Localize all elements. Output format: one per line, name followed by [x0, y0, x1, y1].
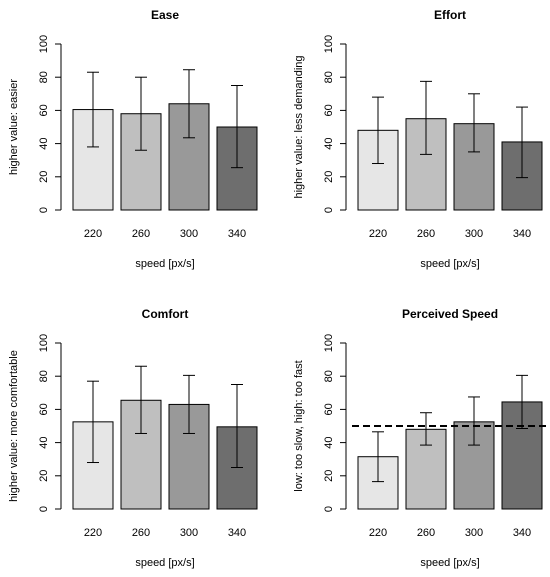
y-axis-label: low: too slow, high: too fast: [293, 360, 305, 491]
panel-title: Effort: [434, 8, 466, 22]
x-tick-label: 220: [369, 228, 387, 240]
x-tick-label: 220: [84, 228, 102, 240]
x-tick-label: 340: [228, 228, 246, 240]
panel-title: Ease: [151, 8, 179, 22]
x-tick-label: 300: [465, 527, 483, 539]
x-tick-label: 300: [180, 228, 198, 240]
y-tick-label: 80: [323, 71, 335, 83]
y-tick-label: 100: [38, 334, 50, 352]
x-tick-label: 340: [228, 527, 246, 539]
y-axis-label: higher value: more comfortable: [8, 350, 20, 502]
y-tick-label: 60: [38, 403, 50, 415]
x-tick-label: 260: [417, 228, 435, 240]
x-tick-label: 340: [513, 228, 531, 240]
y-tick-label: 80: [323, 370, 335, 382]
y-tick-label: 100: [323, 334, 335, 352]
y-tick-label: 20: [38, 171, 50, 183]
panel-perceived-speed: Perceived Speed speed [px/s] low: too sl…: [293, 307, 550, 569]
panel-comfort: Comfort speed [px/s] higher value: more …: [8, 307, 258, 569]
x-tick-label: 260: [417, 527, 435, 539]
panel-title: Perceived Speed: [402, 307, 498, 321]
x-tick-label: 260: [132, 228, 150, 240]
x-tick-label: 340: [513, 527, 531, 539]
y-tick-label: 40: [38, 436, 50, 448]
y-tick-label: 20: [323, 470, 335, 482]
x-tick-label: 300: [180, 527, 198, 539]
y-tick-label: 0: [38, 506, 50, 512]
y-tick-label: 20: [38, 470, 50, 482]
x-axis-label: speed [px/s]: [420, 557, 479, 569]
panel-ease: Ease speed [px/s] higher value: easier 0…: [8, 8, 258, 270]
y-tick-label: 40: [323, 436, 335, 448]
x-tick-label: 220: [84, 527, 102, 539]
y-tick-label: 80: [38, 370, 50, 382]
y-tick-label: 100: [323, 35, 335, 53]
y-tick-label: 0: [38, 207, 50, 213]
y-tick-label: 80: [38, 71, 50, 83]
panel-effort: Effort speed [px/s] higher value: less d…: [293, 8, 543, 270]
y-tick-label: 60: [323, 104, 335, 116]
y-tick-label: 100: [38, 35, 50, 53]
x-tick-label: 260: [132, 527, 150, 539]
x-axis-label: speed [px/s]: [135, 258, 194, 270]
y-tick-label: 40: [323, 137, 335, 149]
y-axis-label: higher value: less demanding: [293, 55, 305, 198]
y-tick-label: 0: [323, 207, 335, 213]
panel-title: Comfort: [142, 307, 189, 321]
y-axis-label: higher value: easier: [8, 79, 20, 175]
x-tick-label: 300: [465, 228, 483, 240]
y-tick-label: 40: [38, 137, 50, 149]
y-tick-label: 20: [323, 171, 335, 183]
x-axis-label: speed [px/s]: [420, 258, 479, 270]
x-tick-label: 220: [369, 527, 387, 539]
y-tick-label: 60: [323, 403, 335, 415]
x-axis-label: speed [px/s]: [135, 557, 194, 569]
y-tick-label: 60: [38, 104, 50, 116]
y-tick-label: 0: [323, 506, 335, 512]
